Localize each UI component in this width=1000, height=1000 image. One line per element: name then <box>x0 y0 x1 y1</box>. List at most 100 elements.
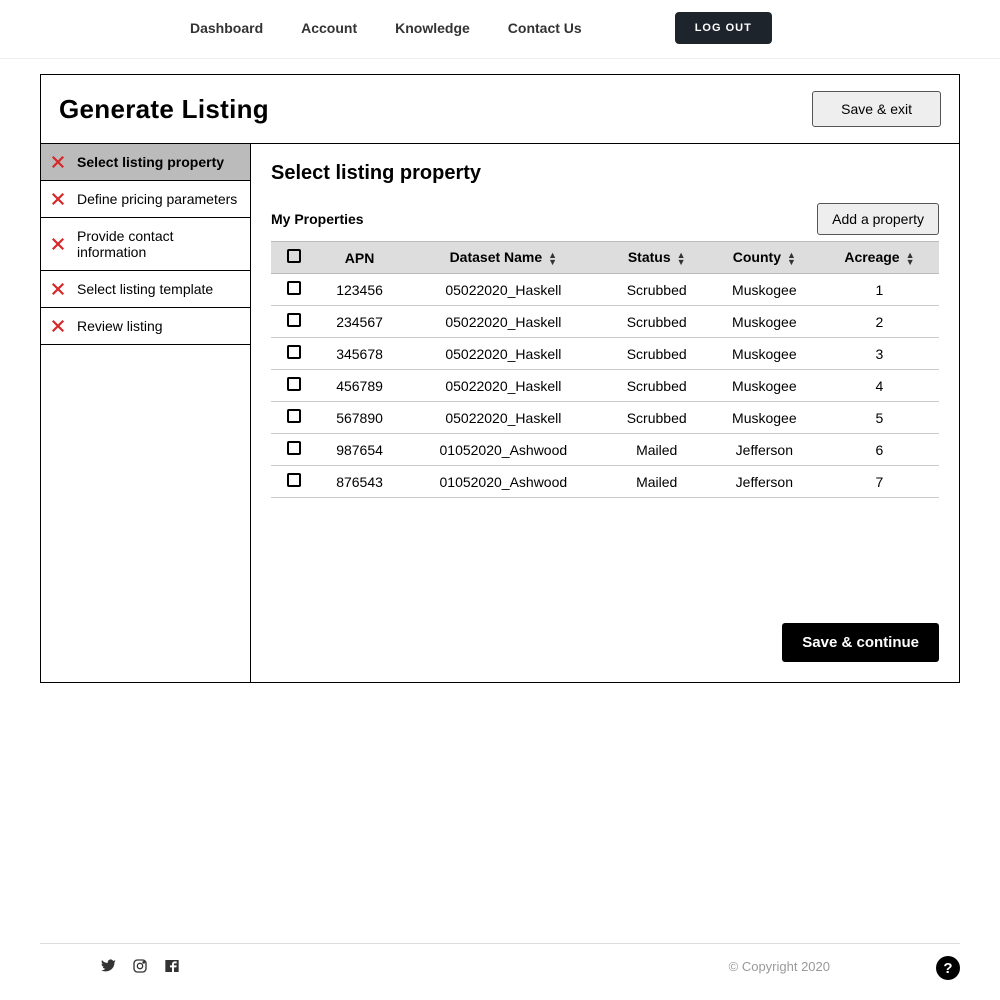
cell-dataset: 01052020_Ashwood <box>402 434 604 466</box>
cell-status: Mailed <box>605 434 709 466</box>
my-properties-label: My Properties <box>271 211 364 227</box>
nav-account[interactable]: Account <box>301 20 357 36</box>
footer-divider <box>40 943 960 944</box>
table-row: 23456705022020_HaskellScrubbedMuskogee2 <box>271 306 939 338</box>
social-links <box>100 958 180 974</box>
wizard-step-3[interactable]: Select listing template <box>41 271 250 308</box>
row-checkbox[interactable] <box>287 281 301 295</box>
main-title: Select listing property <box>271 162 939 185</box>
table-row: 56789005022020_HaskellScrubbedMuskogee5 <box>271 402 939 434</box>
step-label: Provide contact information <box>77 228 240 260</box>
select-all-checkbox[interactable] <box>287 249 301 263</box>
wizard-step-1[interactable]: Define pricing parameters <box>41 181 250 218</box>
save-exit-button[interactable]: Save & exit <box>812 91 941 127</box>
cell-acreage: 4 <box>820 370 939 402</box>
cell-county: Muskogee <box>709 306 820 338</box>
copyright-text: © Copyright 2020 <box>729 959 830 974</box>
twitter-icon[interactable] <box>100 958 116 974</box>
row-checkbox[interactable] <box>287 409 301 423</box>
top-nav: Dashboard Account Knowledge Contact Us L… <box>0 0 1000 59</box>
table-row: 98765401052020_AshwoodMailedJefferson6 <box>271 434 939 466</box>
col-select-all <box>271 242 317 274</box>
subhead-row: My Properties Add a property <box>271 203 939 235</box>
cell-apn: 123456 <box>317 274 402 306</box>
row-checkbox[interactable] <box>287 473 301 487</box>
cell-acreage: 5 <box>820 402 939 434</box>
cell-apn: 987654 <box>317 434 402 466</box>
nav-dashboard[interactable]: Dashboard <box>190 20 263 36</box>
table-header-row: APN Dataset Name▲▼ Status▲▼ County▲▼ Acr… <box>271 242 939 274</box>
main-panel: Select listing property My Properties Ad… <box>251 144 959 682</box>
x-icon <box>51 237 65 251</box>
sort-icon: ▲▼ <box>677 252 686 266</box>
cell-status: Scrubbed <box>605 370 709 402</box>
col-dataset[interactable]: Dataset Name▲▼ <box>402 242 604 274</box>
x-icon <box>51 192 65 206</box>
row-checkbox[interactable] <box>287 345 301 359</box>
row-checkbox[interactable] <box>287 441 301 455</box>
x-icon <box>51 282 65 296</box>
page-title: Generate Listing <box>59 94 269 125</box>
facebook-icon[interactable] <box>164 958 180 974</box>
help-button[interactable]: ? <box>936 956 960 980</box>
col-acreage[interactable]: Acreage▲▼ <box>820 242 939 274</box>
properties-table: APN Dataset Name▲▼ Status▲▼ County▲▼ Acr… <box>271 241 939 498</box>
cell-dataset: 05022020_Haskell <box>402 306 604 338</box>
step-label: Review listing <box>77 318 163 334</box>
cell-apn: 567890 <box>317 402 402 434</box>
cell-dataset: 01052020_Ashwood <box>402 466 604 498</box>
card-header: Generate Listing Save & exit <box>41 75 959 144</box>
save-continue-button[interactable]: Save & continue <box>782 623 939 662</box>
cell-apn: 876543 <box>317 466 402 498</box>
cell-acreage: 3 <box>820 338 939 370</box>
row-checkbox[interactable] <box>287 377 301 391</box>
cell-acreage: 6 <box>820 434 939 466</box>
cell-acreage: 2 <box>820 306 939 338</box>
cell-county: Muskogee <box>709 338 820 370</box>
cell-county: Jefferson <box>709 466 820 498</box>
cell-dataset: 05022020_Haskell <box>402 402 604 434</box>
card-body: Select listing property Define pricing pa… <box>41 144 959 682</box>
cell-county: Jefferson <box>709 434 820 466</box>
sort-icon: ▲▼ <box>906 252 915 266</box>
cell-acreage: 1 <box>820 274 939 306</box>
wizard-steps-sidebar: Select listing property Define pricing pa… <box>41 144 251 682</box>
table-row: 34567805022020_HaskellScrubbedMuskogee3 <box>271 338 939 370</box>
instagram-icon[interactable] <box>132 958 148 974</box>
wizard-step-0[interactable]: Select listing property <box>41 144 250 181</box>
cell-apn: 234567 <box>317 306 402 338</box>
x-icon <box>51 155 65 169</box>
nav-contact[interactable]: Contact Us <box>508 20 582 36</box>
table-body: 12345605022020_HaskellScrubbedMuskogee12… <box>271 274 939 498</box>
table-row: 45678905022020_HaskellScrubbedMuskogee4 <box>271 370 939 402</box>
cell-dataset: 05022020_Haskell <box>402 370 604 402</box>
table-row: 12345605022020_HaskellScrubbedMuskogee1 <box>271 274 939 306</box>
sort-icon: ▲▼ <box>787 252 796 266</box>
cell-status: Scrubbed <box>605 274 709 306</box>
cell-county: Muskogee <box>709 370 820 402</box>
nav-knowledge[interactable]: Knowledge <box>395 20 470 36</box>
cell-apn: 345678 <box>317 338 402 370</box>
step-label: Select listing property <box>77 154 224 170</box>
cell-dataset: 05022020_Haskell <box>402 274 604 306</box>
cell-status: Scrubbed <box>605 306 709 338</box>
cell-apn: 456789 <box>317 370 402 402</box>
row-checkbox[interactable] <box>287 313 301 327</box>
wizard-step-4[interactable]: Review listing <box>41 308 250 345</box>
col-county[interactable]: County▲▼ <box>709 242 820 274</box>
logout-button[interactable]: LOG OUT <box>675 12 772 44</box>
cell-status: Scrubbed <box>605 402 709 434</box>
col-apn[interactable]: APN <box>317 242 402 274</box>
cell-county: Muskogee <box>709 402 820 434</box>
cell-status: Scrubbed <box>605 338 709 370</box>
table-row: 87654301052020_AshwoodMailedJefferson7 <box>271 466 939 498</box>
step-label: Select listing template <box>77 281 213 297</box>
step-label: Define pricing parameters <box>77 191 237 207</box>
cell-county: Muskogee <box>709 274 820 306</box>
cell-acreage: 7 <box>820 466 939 498</box>
col-status[interactable]: Status▲▼ <box>605 242 709 274</box>
sort-icon: ▲▼ <box>548 252 557 266</box>
wizard-step-2[interactable]: Provide contact information <box>41 218 250 271</box>
listing-card: Generate Listing Save & exit Select list… <box>40 74 960 683</box>
add-property-button[interactable]: Add a property <box>817 203 939 235</box>
